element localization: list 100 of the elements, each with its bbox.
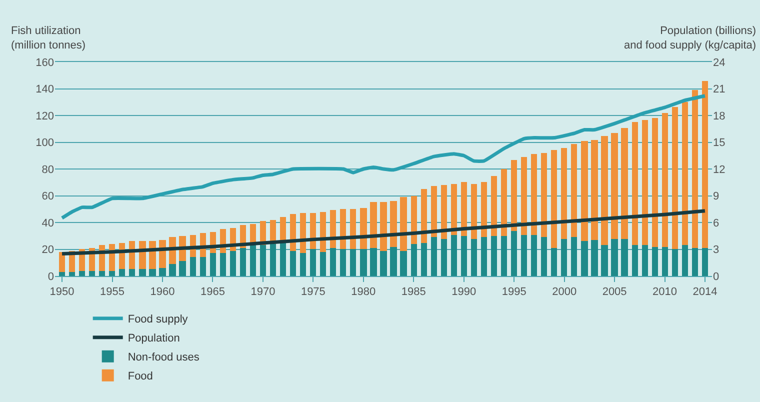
bar [571,144,577,237]
legend-label: Food supply [128,314,188,326]
bar [501,169,507,236]
bar [561,148,567,239]
y-tick-label: 120 [36,110,54,122]
bar [431,186,437,237]
bar [350,249,356,276]
bar [400,251,407,276]
bar [571,237,577,276]
x-tick-label: 1995 [502,286,526,298]
y-tick-label: 140 [36,84,54,96]
bar [601,136,608,245]
line-series [60,94,707,220]
x-tick-label: 1970 [250,286,276,298]
y-tick-label: 0 [48,270,54,283]
bar [461,182,467,236]
bar [471,184,477,239]
bar [300,213,306,253]
x-tick-label: 2014 [692,286,718,298]
bar [380,202,387,251]
bar [611,239,618,276]
bar [621,239,628,276]
bar [531,235,537,276]
y2-tick-label: 24 [713,56,726,69]
bar [139,269,146,276]
y-tick-label: 100 [36,137,54,150]
bar [662,247,668,276]
y2-tick-label: 21 [713,84,726,96]
bar [159,268,166,276]
bar [491,176,497,236]
bar [169,264,176,276]
bar [89,271,95,276]
x-tick-label: 1990 [452,286,476,298]
y-tick-label: 80 [42,164,54,176]
x-tick-label: 1950 [50,286,74,298]
bar [240,248,246,276]
legend-label: Population [128,332,180,345]
y-tick-label: 20 [42,244,54,256]
bar [330,248,336,276]
bar [290,214,296,251]
bar [561,239,567,276]
x-tick-label: 1975 [300,286,326,298]
bar [59,252,65,272]
bar [310,249,316,276]
legend-label: Food [128,370,153,383]
bar [99,271,105,276]
y2-tick-label: 12 [713,164,726,176]
bar [441,185,447,239]
legend-label: Non-food uses [128,352,200,364]
bar [511,160,517,231]
bar [581,141,588,241]
bar [290,251,296,276]
bar [280,241,286,276]
bar [591,240,598,276]
bar [692,90,698,248]
bar [340,249,346,276]
bar [682,245,688,276]
bar [390,201,397,247]
bar [320,252,326,276]
bar [270,244,276,276]
bar [672,249,678,276]
x-tick-label: 2000 [552,286,577,298]
y-tick-label: 160 [36,56,54,69]
bar [441,239,447,276]
y2-tick-label: 15 [713,137,726,150]
bar [601,245,608,276]
bar [581,241,588,276]
y2-tick-label: 18 [713,110,726,122]
bar [531,154,537,235]
line-series [60,209,707,256]
bar [59,272,65,276]
bar [682,102,688,245]
bar [370,202,377,248]
bar [210,253,216,276]
bar [370,248,377,276]
bar [79,271,85,276]
bar [390,247,397,276]
x-tick-label: 1960 [150,286,175,298]
bar [702,248,708,276]
bar [320,212,326,252]
bar [662,113,668,247]
bar [451,184,457,235]
bar [541,153,547,237]
bar [411,196,417,244]
x-tick-label: 1985 [401,286,426,298]
y2-tick-label: 0 [713,270,720,283]
bar [702,81,708,248]
y-axis-title: Fish utilization (million tonnes) [11,25,86,52]
bar [501,236,507,276]
bar [179,261,186,276]
bar [541,237,547,276]
bar [521,235,527,276]
y2-axis-title: Population (billions) and food supply (kg/capita) [624,25,756,52]
bar [642,120,648,245]
bar [400,197,407,251]
bar [129,269,135,276]
bar [591,140,598,240]
bar [632,245,638,276]
bar [431,237,437,276]
bar [481,237,487,276]
